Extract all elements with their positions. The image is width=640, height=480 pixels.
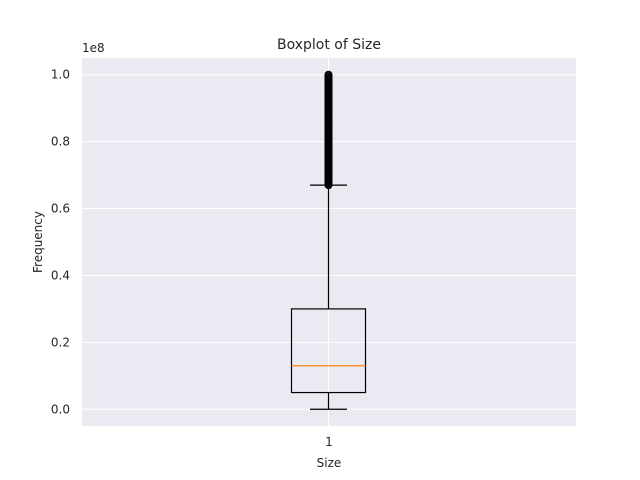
chart-title: Boxplot of Size bbox=[277, 37, 381, 53]
y-ticks: 0.0 0.2 0.4 0.6 0.8 1.0 bbox=[51, 68, 70, 417]
y-tick-label: 0.4 bbox=[51, 268, 70, 282]
y-offset-label: 1e8 bbox=[82, 41, 105, 55]
outliers bbox=[324, 70, 333, 190]
y-tick-label: 0.8 bbox=[51, 135, 70, 149]
iqr-box bbox=[290, 308, 367, 394]
y-tick-label: 1.0 bbox=[51, 68, 70, 82]
y-tick-label: 0.2 bbox=[51, 335, 70, 349]
x-axis-label: Size bbox=[317, 456, 342, 470]
y-tick-label: 0.6 bbox=[51, 202, 70, 216]
outlier-point bbox=[324, 70, 333, 79]
y-axis-label: Frequency bbox=[31, 211, 45, 273]
y-tick-label: 0.0 bbox=[51, 402, 70, 416]
x-tick-label: 1 bbox=[325, 435, 333, 449]
